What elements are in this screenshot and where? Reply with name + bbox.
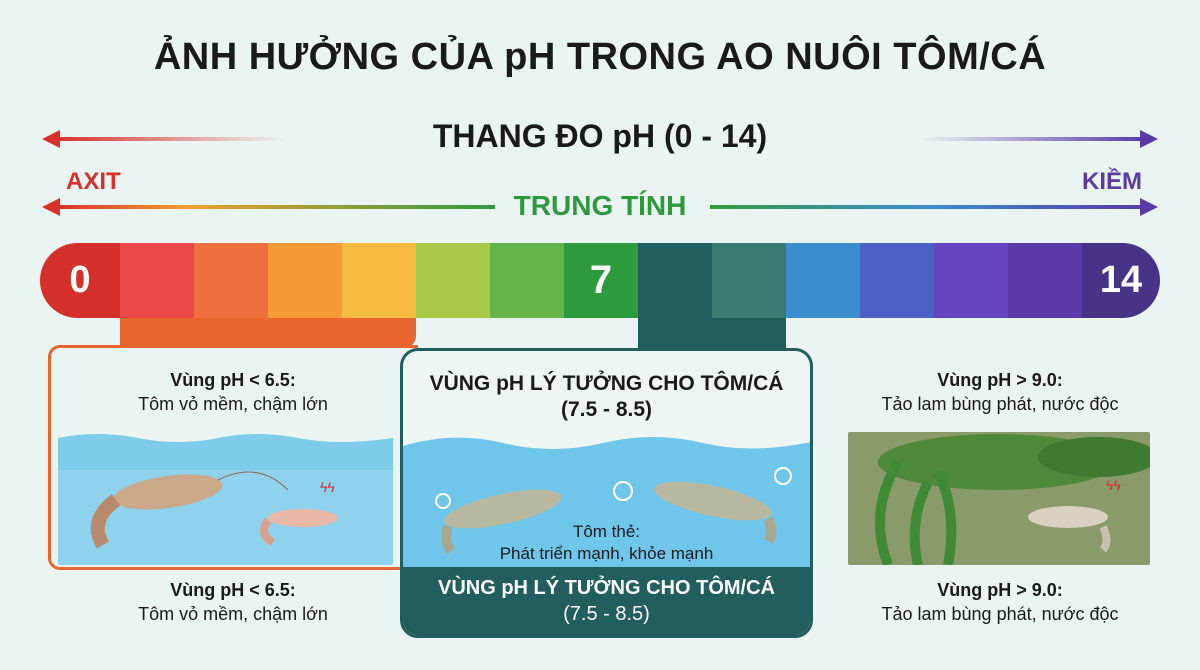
acid-top-arrow (42, 130, 285, 148)
ph-segment-8 (638, 243, 712, 318)
shrimp-icon (90, 471, 289, 549)
page-title: ẢNH HƯỞNG CỦA pH TRONG AO NUÔI TÔM/CÁ (153, 36, 1047, 78)
ph-segment-12 (934, 243, 1008, 318)
shrimp-icon (441, 489, 562, 555)
ph-segment-14: 14 (1082, 243, 1160, 318)
neutral-label: TRUNG TÍNH (513, 190, 687, 221)
ideal-panel: VÙNG pH LÝ TƯỞNG CHO TÔM/CÁ (7.5 - 8.5) … (400, 348, 813, 638)
acid-panel-frame (48, 345, 418, 570)
shrimp-icon (654, 481, 777, 544)
ph-segment-7: 7 (564, 243, 638, 318)
ph-segment-4 (342, 243, 416, 318)
ph-scale-bar: 0 7 14 (40, 243, 1160, 318)
acid-bottom-arrow (42, 198, 495, 216)
alkaline-water-illustration: ϟϟ (848, 432, 1150, 565)
scale-title: THANG ĐO pH (0 - 14) (432, 118, 768, 154)
acid-footer-desc: Tôm vỏ mềm, chậm lớn (138, 604, 328, 624)
ideal-water-illustration (403, 437, 810, 571)
svg-text:ϟϟ: ϟϟ (1106, 477, 1121, 493)
acid-heading: Vùng pH < 6.5: (170, 370, 296, 390)
small-shrimp-icon: ϟϟ (260, 479, 338, 546)
ph-segment-0: 0 (40, 243, 120, 318)
ph-segment-11 (860, 243, 934, 318)
shrimp-icon: ϟϟ (1028, 477, 1121, 553)
acid-label: AXIT (66, 168, 121, 195)
acid-water-illustration: ϟϟ (58, 434, 393, 565)
ideal-caption-desc: Phát triển mạnh, khỏe mạnh (499, 544, 714, 563)
svg-text:ϟϟ: ϟϟ (320, 479, 335, 495)
alkaline-footer: Vùng pH > 9.0: Tảo lam bùng phát, nước đ… (830, 578, 1170, 626)
ph-segment-2 (194, 243, 268, 318)
ph-segment-5 (416, 243, 490, 318)
algae-icon (875, 459, 957, 565)
ideal-range: (7.5 - 8.5) (560, 398, 653, 421)
alkaline-bottom-arrow (710, 198, 1158, 216)
ideal-footer-heading: VÙNG pH LÝ TƯỞNG CHO TÔM/CÁ (438, 577, 775, 599)
direction-arrows (42, 130, 1158, 216)
alkaline-desc: Tảo lam bùng phát, nước độc (881, 394, 1119, 414)
alkaline-panel-text: Vùng pH > 9.0: Tảo lam bùng phát, nước đ… (830, 368, 1170, 416)
alkaline-label: KIỀM (1082, 168, 1142, 195)
acid-footer-heading: Vùng pH < 6.5: (170, 580, 296, 600)
ph-segment-13 (1008, 243, 1082, 318)
ph-segment-6 (490, 243, 564, 318)
alkaline-footer-desc: Tảo lam bùng phát, nước độc (881, 604, 1119, 624)
ideal-heading: VÙNG pH LÝ TƯỞNG CHO TÔM/CÁ (429, 372, 784, 395)
alkaline-heading: Vùng pH > 9.0: (937, 370, 1063, 390)
ph-segment-3 (268, 243, 342, 318)
ph-segment-10 (786, 243, 860, 318)
ph-segment-1 (120, 243, 194, 318)
ideal-footer-range: (7.5 - 8.5) (563, 603, 650, 625)
ph-segment-9 (712, 243, 786, 318)
acid-desc: Tôm vỏ mềm, chậm lớn (138, 394, 328, 414)
acid-panel-text: Vùng pH < 6.5: Tôm vỏ mềm, chậm lớn (48, 368, 418, 416)
alkaline-footer-heading: Vùng pH > 9.0: (937, 580, 1063, 600)
alkaline-top-arrow (920, 130, 1158, 148)
acid-footer: Vùng pH < 6.5: Tôm vỏ mềm, chậm lớn (48, 578, 418, 626)
ideal-footer: VÙNG pH LÝ TƯỞNG CHO TÔM/CÁ (7.5 - 8.5) (403, 567, 810, 635)
ideal-caption-title: Tôm thẻ: (572, 522, 641, 541)
